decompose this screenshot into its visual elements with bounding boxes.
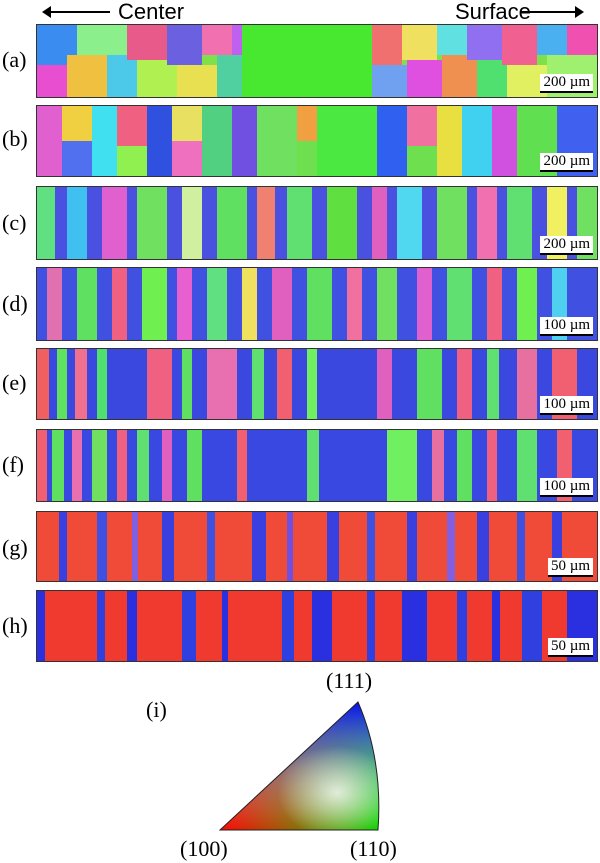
panel-a-ebsd-map: 200 µm	[36, 24, 598, 98]
panel-e-ebsd-map: 100 µm	[36, 348, 598, 420]
ipf-corner-100: (100)	[180, 836, 228, 861]
panel-a-scale-bar: 200 µm	[540, 74, 593, 93]
panel-h-scale-bar: 50 µm	[547, 638, 593, 657]
panel-c-label: (c)	[2, 210, 27, 235]
panel-a-label: (a)	[2, 47, 27, 72]
panel-b-ebsd-map: 200 µm	[36, 105, 598, 177]
ipf-corner-111: (111)	[326, 668, 373, 693]
panel-g-scale-bar: 50 µm	[547, 558, 593, 577]
panel-h-label: (h)	[2, 613, 28, 638]
panel-d-ebsd-map: 100 µm	[36, 267, 598, 341]
panel-h-ebsd-map: 50 µm	[36, 590, 598, 662]
panel-c-ebsd-map: 200 µm	[36, 186, 598, 260]
panel-d-scale-bar: 100 µm	[540, 317, 593, 336]
panel-e-label: (e)	[2, 370, 27, 395]
panel-e-scale-bar: 100 µm	[540, 396, 593, 415]
panel-b-scale-bar: 200 µm	[540, 153, 593, 172]
panel-g-label: (g)	[2, 535, 28, 560]
left-arrow-icon	[42, 6, 110, 18]
panel-g-ebsd-map: 50 µm	[36, 511, 598, 582]
panel-f-ebsd-map: 100 µm	[36, 429, 598, 502]
panel-i-label: (i)	[146, 697, 167, 722]
ipf-color-triangle	[218, 700, 388, 832]
panel-c-scale-bar: 200 µm	[540, 236, 593, 255]
panel-d-label: (d)	[2, 291, 28, 316]
surface-label: Surface	[455, 0, 531, 24]
right-arrow-icon	[520, 6, 584, 18]
ipf-corner-110: (110)	[350, 836, 397, 861]
panel-f-scale-bar: 100 µm	[540, 478, 593, 497]
panel-b-label: (b)	[2, 126, 28, 151]
panel-f-label: (f)	[2, 452, 24, 477]
center-label: Center	[118, 0, 185, 24]
